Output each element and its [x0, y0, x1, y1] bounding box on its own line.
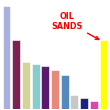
Bar — [70, 95, 78, 109]
Bar — [51, 70, 59, 109]
Bar — [100, 40, 107, 109]
Bar — [90, 101, 98, 109]
Bar — [61, 75, 69, 109]
Bar — [3, 6, 10, 109]
Bar — [32, 64, 40, 109]
Bar — [41, 66, 49, 109]
Bar — [12, 40, 20, 109]
Bar — [22, 62, 30, 109]
Bar — [80, 98, 88, 109]
Text: OIL
SANDS: OIL SANDS — [51, 12, 99, 39]
